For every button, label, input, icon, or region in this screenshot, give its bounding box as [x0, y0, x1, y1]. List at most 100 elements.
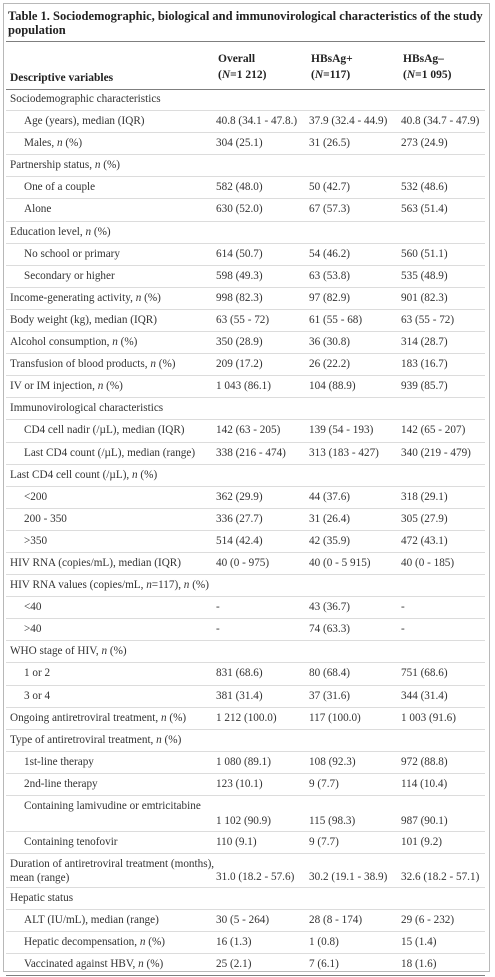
- cell-hbsag-neg: 40.8 (34.7 - 47.9): [401, 115, 480, 128]
- table-row: Secondary or higher 598 (49.3) 63 (53.8) 53…: [6, 266, 485, 288]
- cell-hbsag-neg: 939 (85.7): [401, 380, 448, 393]
- table-row: CD4 cell nadir (/µL), median (IQR) 142 (6…: [6, 420, 485, 443]
- table-row: Age (years), median (IQR) 40.8 (34.1 - 47…: [6, 111, 485, 134]
- cell-overall: 110 (9.1): [216, 836, 257, 848]
- cell-overall: 598 (49.3): [216, 269, 263, 282]
- cell-overall: 1 080 (89.1): [216, 755, 271, 768]
- table-row: Transfusion of blood products, n (%) 209 …: [6, 354, 485, 377]
- row-label: Hepatic status: [10, 892, 74, 905]
- table-row: Hepatic status: [6, 888, 485, 911]
- row-label: Transfusion of blood products, n (%): [10, 358, 176, 371]
- cell-hbsag-neg: 18 (1.6): [401, 958, 437, 971]
- cell-hbsag-pos: 115 (98.3): [309, 814, 356, 827]
- cell-hbsag-pos: 67 (57.3): [309, 203, 351, 216]
- row-label: >350: [24, 534, 48, 547]
- table-row: HIV RNA (copies/mL), median (IQR) 40 (0 -…: [6, 553, 485, 576]
- row-label: Body weight (kg), median (IQR): [10, 313, 157, 326]
- cell-hbsag-pos: 9 (7.7): [309, 777, 339, 790]
- cell-overall: 381 (31.4): [216, 689, 263, 702]
- row-label: Education level, n (%): [10, 225, 111, 238]
- row-label: Last CD4 count (/µL), median (range): [24, 446, 196, 459]
- row-label: 1 or 2: [24, 667, 51, 680]
- cell-hbsag-neg: 183 (16.7): [401, 358, 448, 371]
- cell-overall: 1 043 (86.1): [216, 380, 271, 393]
- row-label: Hepatic decompensation, n (%): [24, 936, 166, 949]
- cell-hbsag-pos: 139 (54 - 193): [309, 424, 374, 437]
- cell-overall: 582 (48.0): [216, 181, 263, 194]
- cell-hbsag-pos: 63 (53.8): [309, 269, 351, 282]
- cell-hbsag-neg: 15 (1.4): [401, 936, 437, 949]
- table-row: >40 - 74 (63.3) -: [6, 619, 485, 642]
- cell-hbsag-neg: 101 (9.2): [401, 836, 443, 848]
- cell-hbsag-pos: 28 (8 - 174): [309, 914, 363, 927]
- cell-overall: 336 (27.7): [216, 512, 263, 525]
- cell-overall: 209 (17.2): [216, 358, 263, 371]
- header-overall: Overall: [218, 53, 256, 65]
- cell-hbsag-pos: 97 (82.9): [309, 291, 351, 304]
- cell-hbsag-pos: 104 (88.9): [309, 380, 356, 393]
- cell-hbsag-pos: 42 (35.9): [309, 534, 351, 547]
- cell-overall: 40.8 (34.1 - 47.8.): [216, 115, 298, 128]
- table-row: Alone 630 (52.0) 67 (57.3) 563 (51.4): [6, 199, 485, 222]
- row-label: Type of antiretroviral treatment, n (%): [10, 733, 182, 746]
- table-row: <200 362 (29.9) 44 (37.6) 318 (29.1): [6, 487, 485, 509]
- cell-overall: 1 212 (100.0): [216, 711, 277, 724]
- row-label: 200 - 350: [24, 512, 67, 525]
- row-label: Sociodemographic characteristics: [10, 93, 161, 105]
- row-label: Income-generating activity, n (%): [10, 291, 161, 304]
- table-row: 1st-line therapy 1 080 (89.1) 108 (92.3) 97…: [6, 752, 485, 774]
- table-row: Type of antiretroviral treatment, n (%): [6, 730, 485, 752]
- cell-hbsag-neg: 63 (55 - 72): [401, 313, 455, 326]
- cell-overall: 123 (10.1): [216, 777, 263, 790]
- cell-hbsag-neg: 987 (90.1): [401, 814, 448, 827]
- table-row: No school or primary 614 (50.7) 54 (46.2) 5…: [6, 244, 485, 266]
- row-label: Duration of antiretroviral treatment (mo…: [10, 858, 215, 884]
- cell-hbsag-neg: 532 (48.6): [401, 181, 448, 194]
- cell-overall: 31.0 (18.2 - 57.6): [216, 870, 295, 883]
- row-label: 3 or 4: [24, 689, 51, 702]
- cell-overall: -: [216, 601, 220, 614]
- row-label: Males, n (%): [24, 137, 83, 150]
- cell-hbsag-neg: 344 (31.4): [401, 689, 448, 702]
- table-row: 1 or 2 831 (68.6) 80 (68.4) 751 (68.6): [6, 663, 485, 686]
- row-label: HIV RNA (copies/mL), median (IQR): [10, 556, 181, 569]
- header-hbsag-pos-n: (N=117): [311, 69, 351, 81]
- table-row: Containing lamivudine or emtricitabine 1 …: [6, 796, 485, 832]
- cell-hbsag-pos: 61 (55 - 68): [309, 313, 363, 326]
- row-label: Vaccinated against HBV, n (%): [24, 958, 164, 971]
- row-label: IV or IM injection, n (%): [10, 380, 123, 393]
- row-label: 2nd-line therapy: [24, 777, 98, 790]
- table-row: Hepatic decompensation, n (%) 16 (1.3) 1 (…: [6, 932, 485, 955]
- header-hbsag-neg: HBsAg–: [403, 53, 444, 65]
- cell-hbsag-neg: 560 (51.1): [401, 247, 448, 260]
- header-bottom-rule: [6, 89, 485, 90]
- table-row: Body weight (kg), median (IQR) 63 (55 - 7…: [6, 310, 485, 333]
- cell-hbsag-pos: 36 (30.8): [309, 336, 351, 349]
- cell-overall: 1 102 (90.9): [216, 814, 271, 827]
- table-row: >350 514 (42.4) 42 (35.9) 472 (43.1): [6, 531, 485, 553]
- cell-overall: 142 (63 - 205): [216, 424, 281, 437]
- cell-overall: 63 (55 - 72): [216, 313, 270, 326]
- cell-hbsag-pos: 50 (42.7): [309, 181, 351, 194]
- cell-hbsag-pos: 44 (37.6): [309, 490, 351, 503]
- row-label: Age (years), median (IQR): [24, 115, 145, 128]
- table-row: Vaccinated against HBV, n (%) 25 (2.1) 7 (…: [6, 954, 485, 977]
- row-label: <200: [24, 490, 48, 503]
- row-label: Last CD4 cell count (/µL), n (%): [10, 468, 158, 481]
- cell-overall: 350 (28.9): [216, 336, 263, 349]
- cell-hbsag-pos: 54 (46.2): [309, 247, 351, 260]
- row-label: Alcohol consumption, n (%): [10, 336, 138, 349]
- table-row: Education level, n (%): [6, 222, 485, 244]
- cell-overall: 16 (1.3): [216, 936, 252, 949]
- row-label: WHO stage of HIV, n (%): [10, 645, 127, 658]
- cell-hbsag-pos: 117 (100.0): [309, 711, 361, 724]
- cell-hbsag-neg: 563 (51.4): [401, 203, 448, 216]
- cell-hbsag-neg: 305 (27.9): [401, 512, 448, 525]
- cell-hbsag-neg: -: [401, 601, 405, 614]
- table-row: WHO stage of HIV, n (%): [6, 641, 485, 664]
- cell-overall: 630 (52.0): [216, 203, 263, 216]
- cell-overall: 998 (82.3): [216, 291, 263, 304]
- cell-overall: 304 (25.1): [216, 137, 263, 150]
- cell-hbsag-neg: 40 (0 - 185): [401, 556, 455, 569]
- table-row: IV or IM injection, n (%) 1 043 (86.1) 104…: [6, 376, 485, 399]
